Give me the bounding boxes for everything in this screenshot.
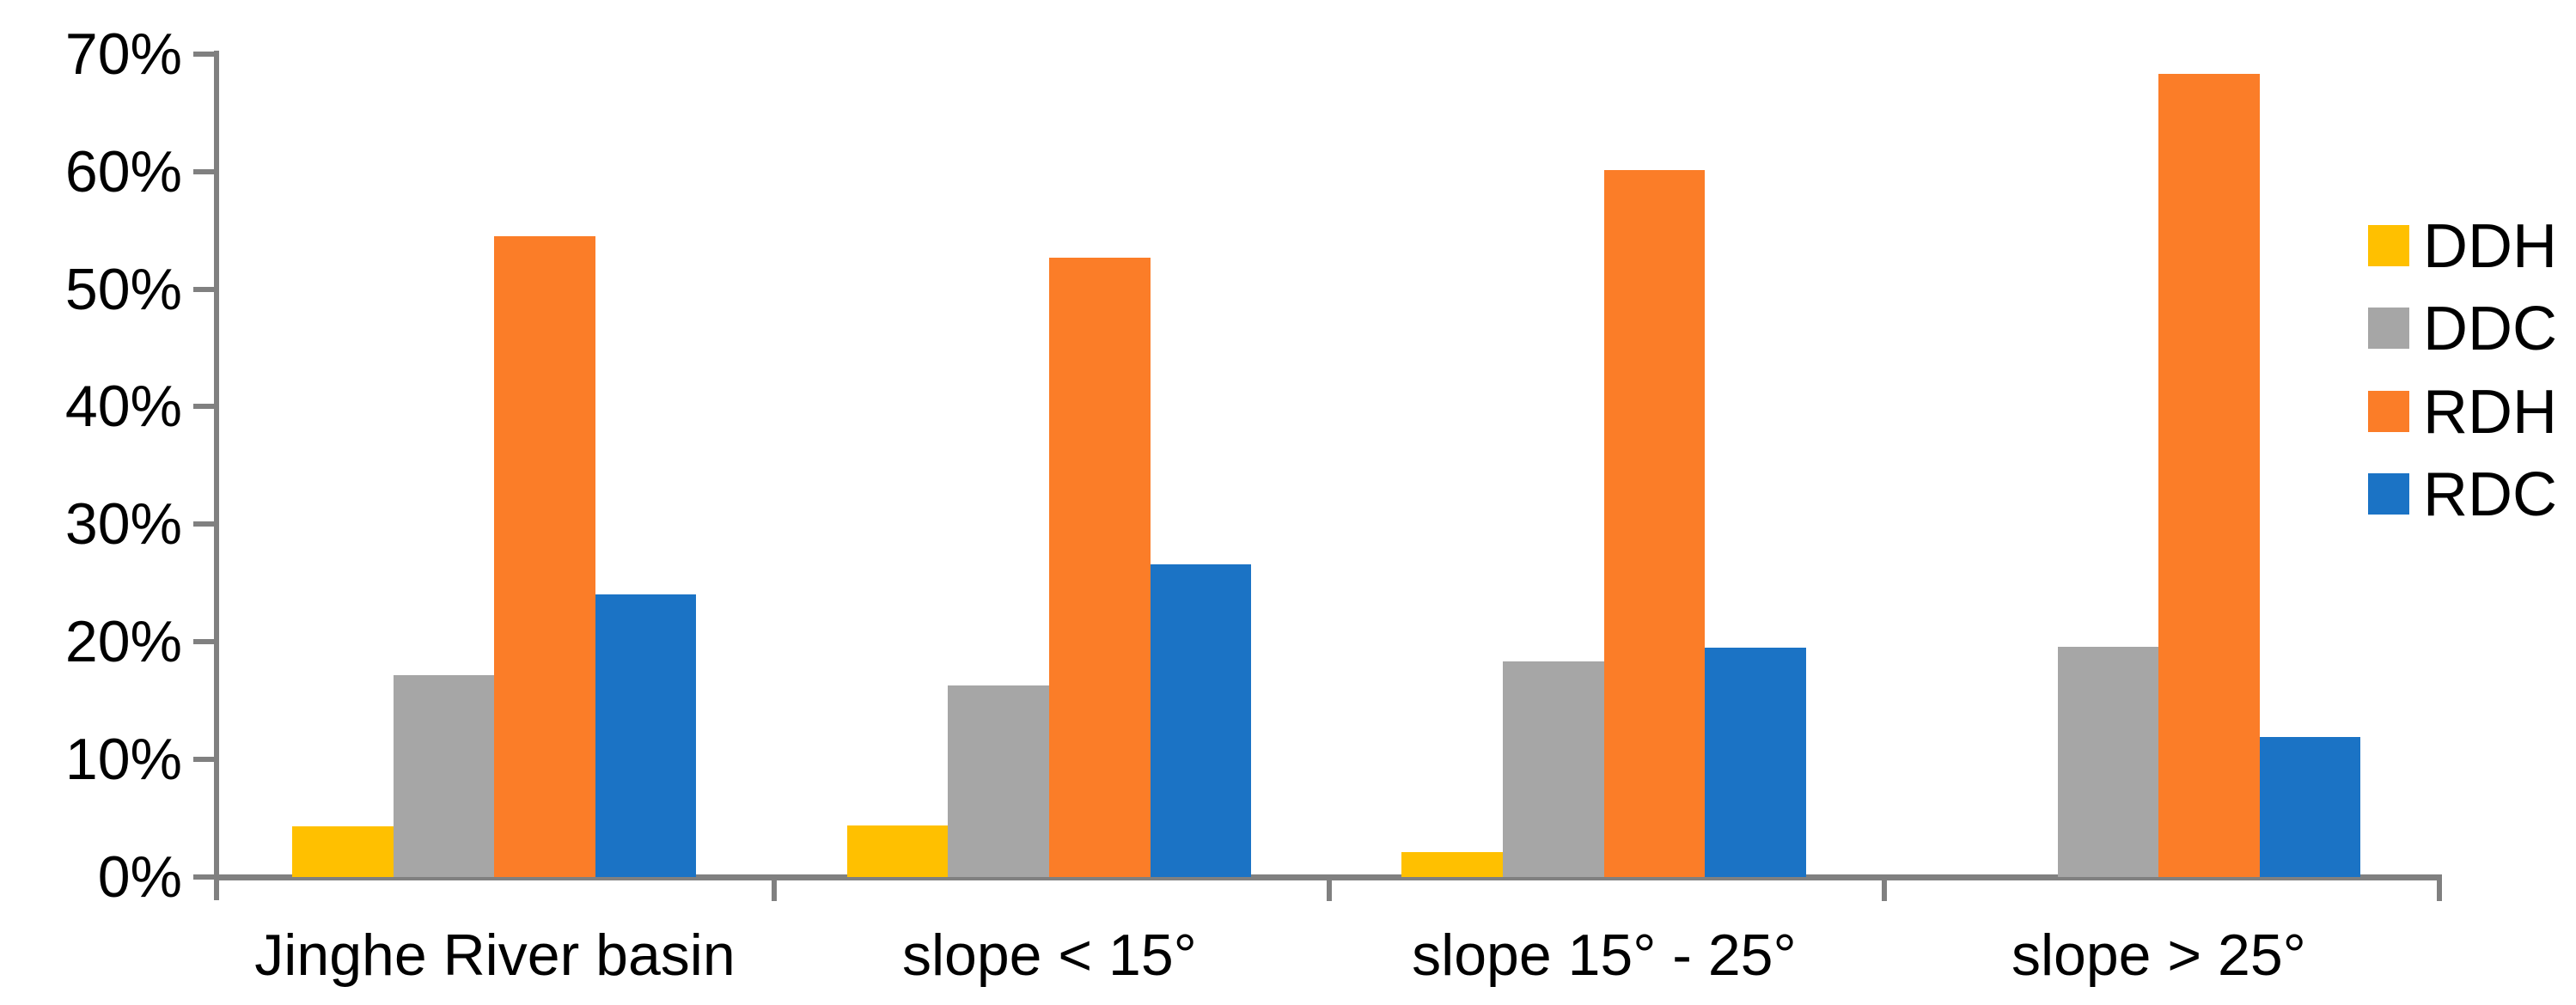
y-axis-line <box>214 51 219 900</box>
bar-ddh-group1 <box>292 826 394 877</box>
category-label: slope > 25° <box>2011 923 2306 988</box>
y-axis-tick-label: 60% <box>64 138 182 204</box>
y-axis-tick-mark <box>193 286 217 292</box>
bar-rdh-group3 <box>1603 170 1706 877</box>
bar-rdc-group1 <box>595 594 697 877</box>
bar-ddc-group4 <box>2057 646 2159 877</box>
y-axis-tick-label: 40% <box>64 374 182 440</box>
category-label: Jinghe River basin <box>254 923 736 988</box>
bar-rdh-group4 <box>2158 73 2260 877</box>
legend-label-rdh: RDH <box>2423 378 2557 447</box>
y-axis-tick-label: 20% <box>64 609 182 675</box>
bar-rdh-group1 <box>494 235 595 877</box>
bar-ddh-group2 <box>846 825 949 877</box>
bar-ddc-group1 <box>393 674 495 877</box>
y-axis-tick-mark <box>193 757 217 763</box>
y-axis-tick-mark <box>193 874 217 880</box>
y-axis-tick-mark <box>193 521 217 527</box>
y-axis-tick-mark <box>193 51 217 57</box>
legend-swatch-ddh <box>2368 225 2409 266</box>
y-axis-tick-mark <box>193 168 217 174</box>
y-axis-tick-label: 10% <box>64 727 182 793</box>
x-axis-tick-mark <box>1327 874 1332 901</box>
category-label: slope 15° - 25° <box>1412 923 1797 988</box>
y-axis-tick-label: 0% <box>97 844 182 910</box>
bar-rdc-group3 <box>1705 648 1806 877</box>
bar-ddh-group3 <box>1401 852 1503 877</box>
bar-ddc-group3 <box>1503 661 1604 877</box>
legend-label-rdc: RDC <box>2423 460 2557 529</box>
legend-label-ddc: DDC <box>2423 295 2557 363</box>
y-axis-tick-mark <box>193 404 217 410</box>
y-axis-tick-label: 70% <box>64 21 182 87</box>
y-axis-tick-mark <box>193 639 217 645</box>
bar-rdh-group2 <box>1049 257 1151 877</box>
legend-swatch-ddc <box>2368 308 2409 349</box>
legend-label-ddh: DDH <box>2423 212 2557 281</box>
bar-rdc-group4 <box>2259 737 2361 877</box>
legend-swatch-rdc <box>2368 473 2409 515</box>
x-axis-tick-mark <box>1882 874 1887 901</box>
x-axis-tick-mark <box>2437 874 2442 901</box>
x-axis-tick-mark <box>772 874 777 901</box>
y-axis-tick-label: 50% <box>64 256 182 322</box>
legend-swatch-rdh <box>2368 391 2409 432</box>
y-axis-tick-label: 30% <box>64 491 182 557</box>
bar-ddc-group2 <box>948 685 1049 877</box>
category-label: slope < 15° <box>901 923 1197 988</box>
bar-rdc-group2 <box>1150 563 1252 877</box>
